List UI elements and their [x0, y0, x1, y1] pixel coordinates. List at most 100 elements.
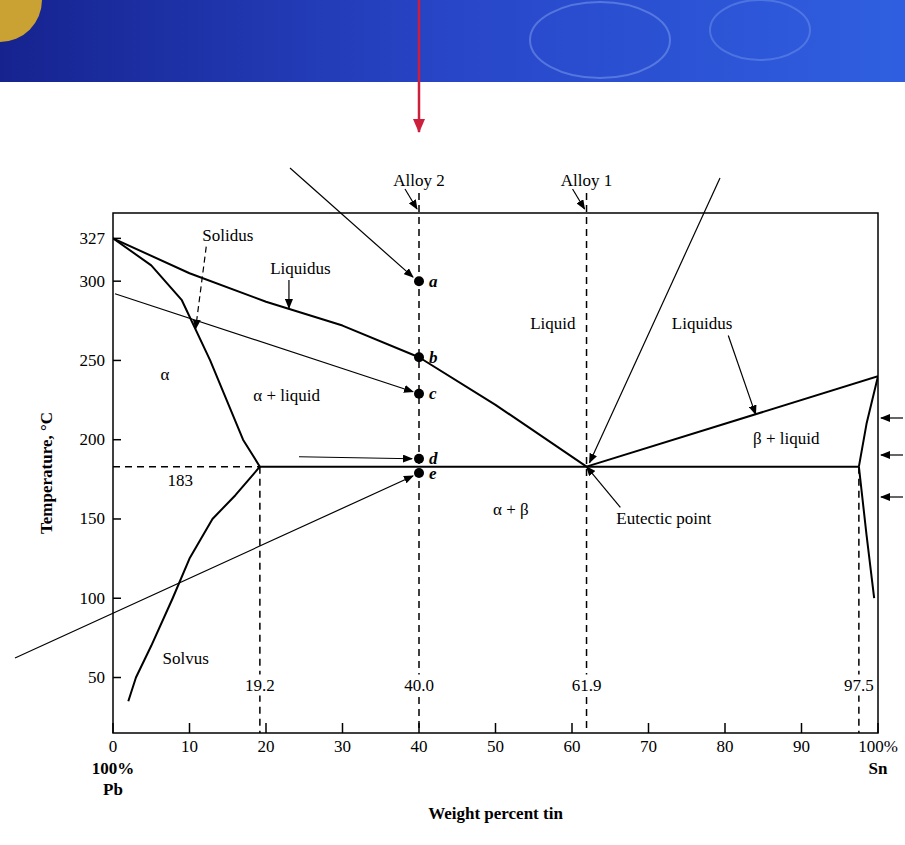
label-patch: [243, 675, 277, 696]
phase-boundary: [113, 466, 260, 468]
x-tick: [265, 723, 267, 733]
alloy-line: [586, 193, 588, 733]
x-end-label: Sn: [869, 759, 888, 778]
x-tick: [877, 723, 879, 733]
x-tick-label: 70: [640, 737, 657, 756]
y-tick: [113, 518, 121, 520]
y-tick-label: 50: [88, 668, 105, 687]
annotation: Solidus: [202, 226, 253, 245]
phase-boundary: [859, 467, 874, 599]
y-tick: [113, 677, 121, 679]
y-tick-label: 250: [80, 351, 106, 370]
highlight-arrow: [418, 0, 421, 132]
y-axis-title: Temperature, °C: [37, 412, 56, 534]
x-tick-label: 100%: [858, 737, 898, 756]
y-tick-label: 100: [80, 589, 106, 608]
x-tick-label: 10: [181, 737, 198, 756]
annotation-leader: [196, 247, 207, 329]
composition-label: 97.5: [844, 676, 874, 695]
y-tick: [113, 280, 121, 282]
x-tick: [571, 723, 573, 733]
annotation-leader: [728, 335, 755, 414]
x-tick-label: 30: [334, 737, 351, 756]
annotation: α + liquid: [253, 386, 320, 405]
state-point-label: b: [429, 348, 438, 367]
y-tick: [113, 439, 121, 441]
x-tick-label: 90: [793, 737, 810, 756]
pointer: [290, 168, 413, 277]
annotation: Solvus: [163, 649, 209, 668]
state-point-label: e: [429, 464, 437, 483]
x-tick-label: 40: [411, 737, 428, 756]
x-end-label: Pb: [103, 780, 123, 799]
state-point: [414, 468, 424, 478]
x-tick-label: 0: [109, 737, 118, 756]
pointer: [590, 178, 720, 463]
phase-boundary: [128, 467, 260, 702]
banner-seal: [0, 0, 42, 42]
y-tick: [113, 360, 121, 362]
x-tick-label: 80: [717, 737, 734, 756]
phase-boundary: [587, 376, 878, 466]
side-pointer: [881, 454, 903, 455]
annotation: β + liquid: [753, 429, 820, 448]
alloy-pointer: [405, 189, 417, 209]
annotation: Liquidus: [672, 314, 732, 333]
label-patch: [402, 675, 436, 696]
x-tick: [801, 723, 803, 733]
y-tick-label: 150: [80, 509, 106, 528]
pointer: [15, 476, 413, 658]
x-tick-label: 60: [564, 737, 581, 756]
annotation: Liquid: [530, 314, 576, 333]
alloy-points: [414, 276, 424, 478]
annotation: Eutectic point: [616, 509, 711, 528]
phase-boundary: [113, 238, 587, 466]
banner-swirl: [710, 0, 810, 60]
x-tick: [112, 723, 114, 733]
side-pointer: [881, 496, 903, 497]
y-tick-label: 200: [80, 430, 106, 449]
x-tick: [342, 723, 344, 733]
banner-swirl: [530, 2, 670, 78]
state-point: [414, 454, 424, 464]
composition-label: 40.0: [404, 676, 434, 695]
x-end-label: 100%: [92, 759, 135, 778]
x-tick-label: 20: [258, 737, 275, 756]
state-point-label: c: [429, 384, 437, 403]
annotation: 183: [168, 471, 194, 490]
phase-boundary: [859, 376, 878, 466]
label-patch: [842, 675, 876, 696]
alloy-name: Alloy 2: [393, 171, 444, 190]
pointer: [299, 457, 412, 459]
y-tick: [113, 597, 121, 599]
annotation-leader: [587, 467, 621, 508]
state-point: [414, 276, 424, 286]
side-pointer: [881, 417, 903, 418]
phase-boundary: [113, 238, 260, 466]
alloy-pointer: [573, 189, 585, 209]
x-tick: [724, 723, 726, 733]
alloy-name: Alloy 1: [561, 171, 612, 190]
x-tick: [495, 723, 497, 733]
plot-area: [113, 238, 878, 733]
x-axis-title: Weight percent tin: [428, 804, 563, 823]
banner: [0, 0, 905, 82]
x-tick-label: 50: [487, 737, 504, 756]
phase-boundary: [260, 466, 859, 468]
figure: 0 10 20 30 40 50 60 70 80 90 100% 50 100 150 200 250 300…: [0, 0, 905, 845]
state-point: [414, 352, 424, 362]
pointer: [115, 294, 413, 392]
annotation: α: [161, 365, 170, 384]
y-tick-label: 327: [80, 229, 106, 248]
annotation-leader: [288, 280, 289, 308]
composition-label: 19.2: [245, 676, 275, 695]
state-point-label: a: [429, 272, 438, 291]
state-point: [414, 389, 424, 399]
label-patch: [570, 675, 604, 696]
y-tick-label: 300: [80, 272, 106, 291]
x-tick: [189, 723, 191, 733]
plot-frame: [113, 213, 878, 733]
composition-label: 61.9: [572, 676, 602, 695]
x-tick: [648, 723, 650, 733]
annotation: α + β: [493, 500, 529, 519]
